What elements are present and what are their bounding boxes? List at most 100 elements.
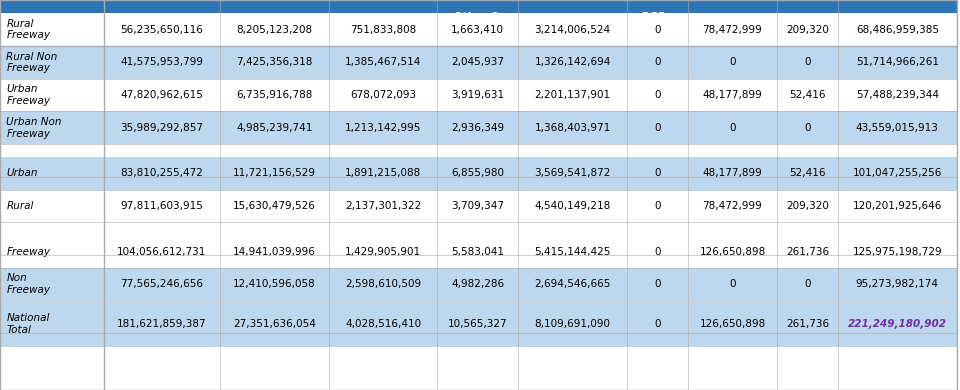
Bar <box>0 157 956 190</box>
Text: 52,416: 52,416 <box>789 90 826 100</box>
Text: 3,709,347: 3,709,347 <box>451 201 504 211</box>
Text: 2,201,137,901: 2,201,137,901 <box>535 90 611 100</box>
Text: DS5 - 28': DS5 - 28' <box>546 18 599 28</box>
Text: 4,540,149,218: 4,540,149,218 <box>535 201 611 211</box>
Text: Rural
Freeway: Rural Freeway <box>6 19 50 41</box>
Text: TS9+: TS9+ <box>792 18 823 28</box>
Text: 83,810,255,472: 83,810,255,472 <box>120 168 204 178</box>
Text: 209,320: 209,320 <box>786 201 828 211</box>
Text: 0: 0 <box>654 123 660 133</box>
Text: 43,559,015,913: 43,559,015,913 <box>856 123 939 133</box>
Text: 0: 0 <box>654 25 660 35</box>
Text: 104,056,612,731: 104,056,612,731 <box>117 246 206 257</box>
Bar <box>0 164 956 177</box>
Text: 0: 0 <box>730 57 735 67</box>
Text: 3,919,631: 3,919,631 <box>451 90 504 100</box>
Text: 6,855,980: 6,855,980 <box>451 168 504 178</box>
Text: 221,249,180,902: 221,249,180,902 <box>848 319 947 329</box>
Text: 126,650,898: 126,650,898 <box>699 246 766 257</box>
Text: Urban Non
Freeway: Urban Non Freeway <box>6 117 61 138</box>
Bar <box>0 268 956 301</box>
Text: 8,205,123,208: 8,205,123,208 <box>236 25 313 35</box>
Text: National
Total: National Total <box>6 313 50 335</box>
Text: 52,416: 52,416 <box>789 168 826 178</box>
Text: 35,989,292,857: 35,989,292,857 <box>120 123 204 133</box>
Text: 261,736: 261,736 <box>786 246 829 257</box>
Text: 78,472,999: 78,472,999 <box>703 25 762 35</box>
Text: 1,891,215,088: 1,891,215,088 <box>345 168 421 178</box>
Text: 5,583,041: 5,583,041 <box>451 246 504 257</box>
Text: 4,985,239,741: 4,985,239,741 <box>236 123 313 133</box>
Text: 101,047,255,256: 101,047,255,256 <box>852 168 942 178</box>
Text: 751,833,808: 751,833,808 <box>349 25 416 35</box>
Text: 41,575,953,799: 41,575,953,799 <box>120 57 204 67</box>
Text: 0: 0 <box>804 57 811 67</box>
Bar <box>0 190 956 222</box>
Bar <box>0 321 956 333</box>
Text: 8,109,691,090: 8,109,691,090 <box>535 319 611 329</box>
Text: 3S3: 3S3 <box>372 18 394 28</box>
Text: 10,565,327: 10,565,327 <box>448 319 508 329</box>
Text: 47,820,962,615: 47,820,962,615 <box>120 90 204 100</box>
Text: 77,565,246,656: 77,565,246,656 <box>120 279 204 289</box>
Text: 0: 0 <box>654 168 660 178</box>
Text: 2,137,301,322: 2,137,301,322 <box>345 201 421 211</box>
Text: TS7: TS7 <box>721 18 744 28</box>
Text: 0: 0 <box>654 57 660 67</box>
Text: 1,326,142,694: 1,326,142,694 <box>535 57 611 67</box>
Text: 1,385,467,514: 1,385,467,514 <box>345 57 421 67</box>
Text: 51,714,966,261: 51,714,966,261 <box>855 57 939 67</box>
Text: 3,569,541,872: 3,569,541,872 <box>535 168 611 178</box>
Bar <box>0 79 956 112</box>
Text: 1,429,905,901: 1,429,905,901 <box>345 246 421 257</box>
Bar <box>0 0 956 46</box>
Text: 1,368,403,971: 1,368,403,971 <box>535 123 611 133</box>
Text: 0: 0 <box>654 201 660 211</box>
Text: 1,213,142,995: 1,213,142,995 <box>345 123 421 133</box>
Text: Other 6-
Axle: Other 6- Axle <box>453 12 502 34</box>
Text: 0: 0 <box>654 319 660 329</box>
Text: 0: 0 <box>804 279 811 289</box>
Text: 261,736: 261,736 <box>786 319 829 329</box>
Text: 5,415,144,425: 5,415,144,425 <box>535 246 611 257</box>
Text: 48,177,899: 48,177,899 <box>703 168 762 178</box>
Text: 11,721,156,529: 11,721,156,529 <box>233 168 316 178</box>
Bar <box>0 235 956 268</box>
Text: 0: 0 <box>654 90 660 100</box>
Text: 2,936,349: 2,936,349 <box>451 123 504 133</box>
Bar <box>0 13 956 46</box>
Bar <box>0 302 956 346</box>
Text: 14,941,039,996: 14,941,039,996 <box>233 246 316 257</box>
Text: Freeway: Freeway <box>6 246 50 257</box>
Text: 56,235,650,116: 56,235,650,116 <box>120 25 204 35</box>
Bar <box>0 46 956 79</box>
Text: 48,177,899: 48,177,899 <box>703 90 762 100</box>
Bar <box>0 112 956 144</box>
Text: 181,621,859,387: 181,621,859,387 <box>117 319 206 329</box>
Text: 0: 0 <box>730 123 735 133</box>
Text: 78,472,999: 78,472,999 <box>703 201 762 211</box>
Text: 2,598,610,509: 2,598,610,509 <box>345 279 421 289</box>
Text: 27,351,636,054: 27,351,636,054 <box>233 319 316 329</box>
Text: DS5 -
33': DS5 - 33' <box>642 12 673 34</box>
Text: 57,488,239,344: 57,488,239,344 <box>855 90 939 100</box>
Text: 678,072,093: 678,072,093 <box>350 90 416 100</box>
Text: 68,486,959,385: 68,486,959,385 <box>855 25 939 35</box>
Text: Urban: Urban <box>6 168 37 178</box>
Text: 3,214,006,524: 3,214,006,524 <box>535 25 611 35</box>
Text: 209,320: 209,320 <box>786 25 828 35</box>
Text: 125,975,198,729: 125,975,198,729 <box>852 246 942 257</box>
Text: 120,201,925,646: 120,201,925,646 <box>852 201 942 211</box>
Text: 126,650,898: 126,650,898 <box>699 319 766 329</box>
Text: 7,425,356,318: 7,425,356,318 <box>236 57 313 67</box>
Text: 1,663,410: 1,663,410 <box>451 25 504 35</box>
Text: Other 5-Axle: Other 5-Axle <box>237 18 311 28</box>
Text: 15,630,479,526: 15,630,479,526 <box>233 201 316 211</box>
Text: 4,982,286: 4,982,286 <box>451 279 504 289</box>
Text: 3S2: 3S2 <box>151 18 173 28</box>
Text: 0: 0 <box>730 279 735 289</box>
Text: Urban
Freeway: Urban Freeway <box>6 84 50 106</box>
Text: Total: Total <box>883 18 912 28</box>
Text: Rural Non
Freeway: Rural Non Freeway <box>6 51 58 73</box>
Text: 0: 0 <box>654 246 660 257</box>
